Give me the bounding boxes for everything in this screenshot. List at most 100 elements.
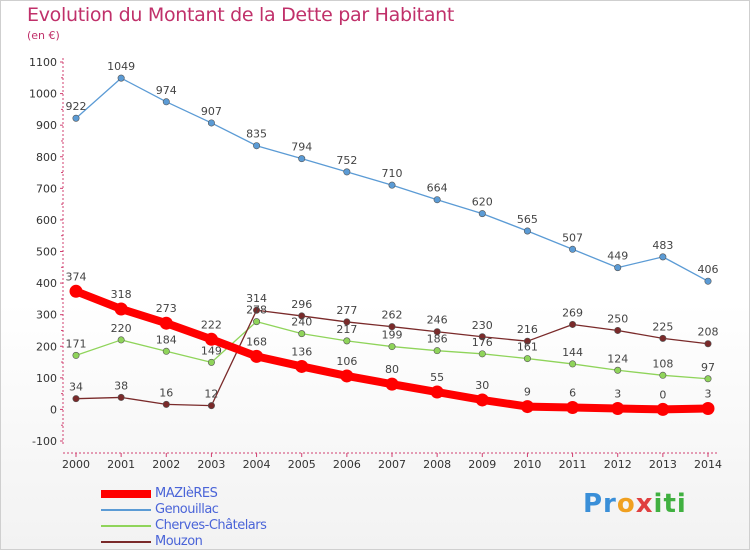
y-tick-label: 600 [36,214,57,227]
data-label-genouillac: 449 [607,250,628,263]
data-point-cherves-chatelars [253,318,261,326]
x-tick-label: 2008 [423,458,451,471]
y-tick-label: 900 [36,119,57,132]
data-label-genouillac: 710 [382,167,403,180]
chart-title: Evolution du Montant de la Dette par Hab… [27,4,455,26]
data-label-mouzon: 230 [472,319,493,332]
data-point-mouzon [253,306,261,314]
y-tick-label: 100 [36,372,57,385]
data-point-genouillac [478,210,486,218]
data-point-cherves-chatelars [72,351,80,359]
data-label-mouzon: 12 [204,388,218,401]
data-label-genouillac: 835 [246,128,267,141]
data-point-mouzon [433,328,441,336]
data-point-mouzon [704,340,712,348]
x-tick-label: 2011 [559,458,587,471]
data-point-cherves-chatelars [117,336,125,344]
data-point-genouillac [523,227,531,235]
data-label-genouillac: 922 [66,100,87,113]
x-tick-label: 2009 [468,458,496,471]
data-point-cherves-chatelars [207,358,215,366]
data-point-mazieres [114,302,128,316]
data-label-cherves-chatelars: 176 [472,336,493,349]
data-point-genouillac [569,245,577,253]
y-tick-label: 1000 [29,88,57,101]
data-label-mazieres: 3 [614,387,621,400]
y-tick-label: -100 [32,435,57,448]
data-label-mouzon: 250 [607,312,628,325]
data-point-genouillac [72,114,80,122]
data-point-cherves-chatelars [659,371,667,379]
data-point-mouzon [388,323,396,331]
data-label-mouzon: 269 [562,306,583,319]
x-tick-label: 2001 [107,458,135,471]
data-point-genouillac [704,277,712,285]
data-label-genouillac: 565 [517,213,538,226]
legend-label-cherves: Cherves-Châtelars [155,518,267,533]
data-label-genouillac: 794 [291,141,312,154]
data-label-mazieres: 3 [705,387,712,400]
data-point-mazieres [295,359,309,373]
proxiti-logo: Proxiti [583,489,687,519]
legend-label-mouzon: Mouzon [155,534,203,549]
data-point-mazieres [69,284,83,298]
data-point-cherves-chatelars [298,330,306,338]
data-label-mouzon: 34 [69,381,83,394]
data-point-genouillac [298,155,306,163]
data-label-cherves-chatelars: 199 [382,329,403,342]
data-label-cherves-chatelars: 184 [156,333,177,346]
data-point-mouzon [614,326,622,334]
data-label-genouillac: 907 [201,105,222,118]
data-point-genouillac [253,142,261,150]
data-label-mouzon: 16 [159,386,173,399]
data-point-mouzon [298,312,306,320]
data-label-mazieres: 273 [156,302,177,315]
data-label-mazieres: 374 [66,270,87,283]
data-point-mazieres [204,332,218,346]
data-point-cherves-chatelars [388,343,396,351]
y-tick-label: 400 [36,277,57,290]
data-point-genouillac [433,196,441,204]
data-label-cherves-chatelars: 149 [201,344,222,357]
data-point-mazieres [385,377,399,391]
legend-label-mazieres: MAZIèRES [155,486,218,501]
data-point-cherves-chatelars [569,360,577,368]
data-label-cherves-chatelars: 240 [291,316,312,329]
data-label-cherves-chatelars: 144 [562,346,583,359]
data-point-mouzon [478,333,486,341]
data-point-mazieres [475,393,489,407]
data-label-genouillac: 974 [156,84,177,97]
data-point-cherves-chatelars [478,350,486,358]
data-point-cherves-chatelars [523,355,531,363]
data-point-genouillac [659,253,667,261]
data-label-cherves-chatelars: 220 [111,322,132,335]
data-point-cherves-chatelars [704,375,712,383]
data-point-mouzon [72,395,80,403]
data-label-mouzon: 38 [114,379,128,392]
data-label-genouillac: 664 [427,182,448,195]
data-label-cherves-chatelars: 161 [517,341,538,354]
data-labels-layer: 922 1049 974 907 835 794 752 710 664 620 565 507 449… [66,60,719,401]
y-tick-label: 0 [50,403,57,416]
legend-swatch-mouzon [101,541,151,543]
data-point-cherves-chatelars [162,347,170,355]
logo-part-2: o [616,489,636,519]
legend-swatch-cherves [101,525,151,527]
data-label-mazieres: 136 [291,345,312,358]
data-label-mouzon: 216 [517,323,538,336]
logo-part-3: x [635,489,654,519]
data-label-genouillac: 507 [562,231,583,244]
x-tick-label: 2000 [62,458,90,471]
x-tick-label: 2004 [243,458,271,471]
data-label-mouzon: 208 [698,326,719,339]
y-tick-label: 200 [36,340,57,353]
data-label-mazieres: 9 [524,386,531,399]
data-point-genouillac [117,74,125,82]
data-label-mouzon: 246 [427,314,448,327]
data-point-mouzon [117,393,125,401]
legend-swatch-mazieres [101,490,151,498]
y-tick-label: 1100 [29,56,57,69]
data-point-genouillac [343,168,351,176]
data-label-cherves-chatelars: 108 [652,357,673,370]
